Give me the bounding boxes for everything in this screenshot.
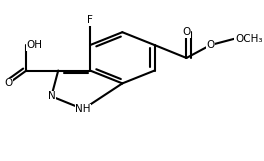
Text: N: N xyxy=(48,91,55,101)
Text: NH: NH xyxy=(76,104,91,114)
Text: O: O xyxy=(4,78,13,88)
Text: OCH₃: OCH₃ xyxy=(235,34,262,44)
Text: F: F xyxy=(87,15,93,25)
Text: O: O xyxy=(206,40,215,50)
Text: OH: OH xyxy=(26,40,43,50)
Text: O: O xyxy=(182,27,191,37)
